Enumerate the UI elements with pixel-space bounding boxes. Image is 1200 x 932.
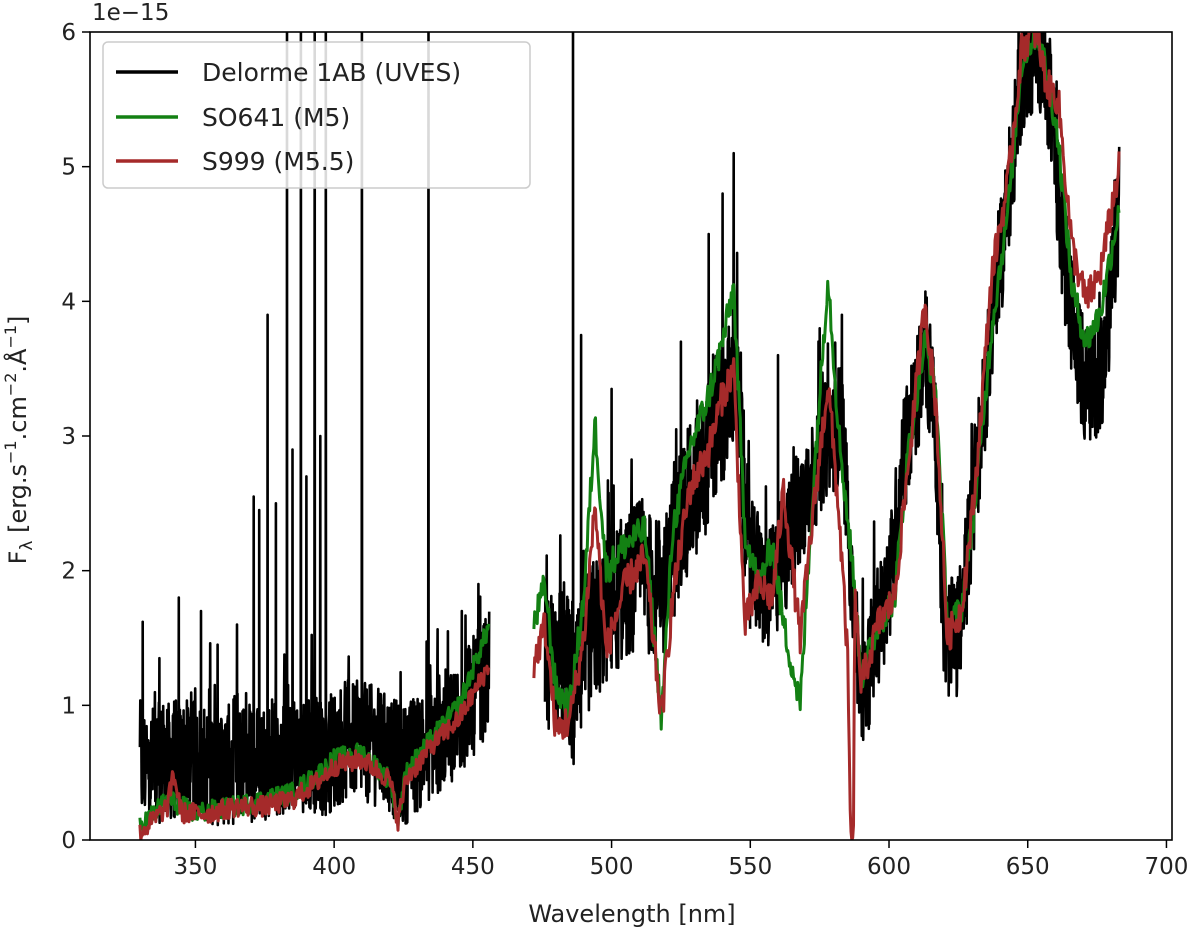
series-line-s999-segment-0 bbox=[138, 664, 491, 840]
x-axis-ticks: 350 400 450 500 550 600 650 700 bbox=[173, 840, 1188, 880]
x-tick-label: 400 bbox=[312, 854, 356, 880]
x-tick-label: 450 bbox=[451, 854, 495, 880]
series-line-s999-segment-1 bbox=[532, 32, 1121, 840]
legend: Delorme 1AB (UVES) SO641 (M5) S999 (M5.5… bbox=[102, 41, 531, 189]
y-label-exp1: −1 bbox=[1, 440, 20, 464]
y-tick-label: 5 bbox=[61, 155, 76, 181]
legend-box bbox=[102, 41, 531, 189]
y-label-exp2: −2 bbox=[1, 373, 20, 397]
x-tick-label: 350 bbox=[173, 854, 217, 880]
y-axis-ticks: 0 1 2 3 4 5 6 bbox=[61, 20, 90, 854]
x-axis-label: Wavelength [nm] bbox=[528, 900, 735, 928]
y-label-lambda: λ bbox=[17, 541, 37, 551]
y-tick-label: 4 bbox=[61, 289, 76, 315]
series-layer bbox=[138, 32, 1121, 840]
x-tick-label: 650 bbox=[1006, 854, 1050, 880]
y-label-close: ] bbox=[4, 316, 32, 325]
legend-label-so641: SO641 (M5) bbox=[202, 103, 350, 132]
y-tick-label: 1 bbox=[61, 693, 76, 719]
series-line-delorme-segment-0 bbox=[138, 32, 491, 827]
x-tick-label: 700 bbox=[1144, 854, 1188, 880]
y-tick-label: 2 bbox=[61, 559, 76, 585]
y-label-mid1: .cm bbox=[4, 396, 32, 440]
y-tick-label: 6 bbox=[61, 20, 76, 46]
x-tick-label: 600 bbox=[867, 854, 911, 880]
y-label-open: [erg.s bbox=[4, 464, 32, 541]
y-tick-label: 3 bbox=[61, 424, 76, 450]
y-axis-label: Fλ [erg.s−1.cm−2.Å−1] bbox=[1, 316, 37, 565]
y-label-mid2: .Å bbox=[3, 348, 32, 373]
x-tick-label: 550 bbox=[728, 854, 772, 880]
legend-label-s999: S999 (M5.5) bbox=[202, 147, 354, 176]
y-tick-label: 0 bbox=[61, 828, 76, 854]
y-offset-label: 1e−15 bbox=[92, 0, 169, 26]
x-tick-label: 500 bbox=[590, 854, 634, 880]
legend-label-delorme: Delorme 1AB (UVES) bbox=[202, 58, 461, 87]
y-label-exp3: −1 bbox=[1, 325, 20, 349]
y-label-f: F bbox=[4, 551, 32, 565]
